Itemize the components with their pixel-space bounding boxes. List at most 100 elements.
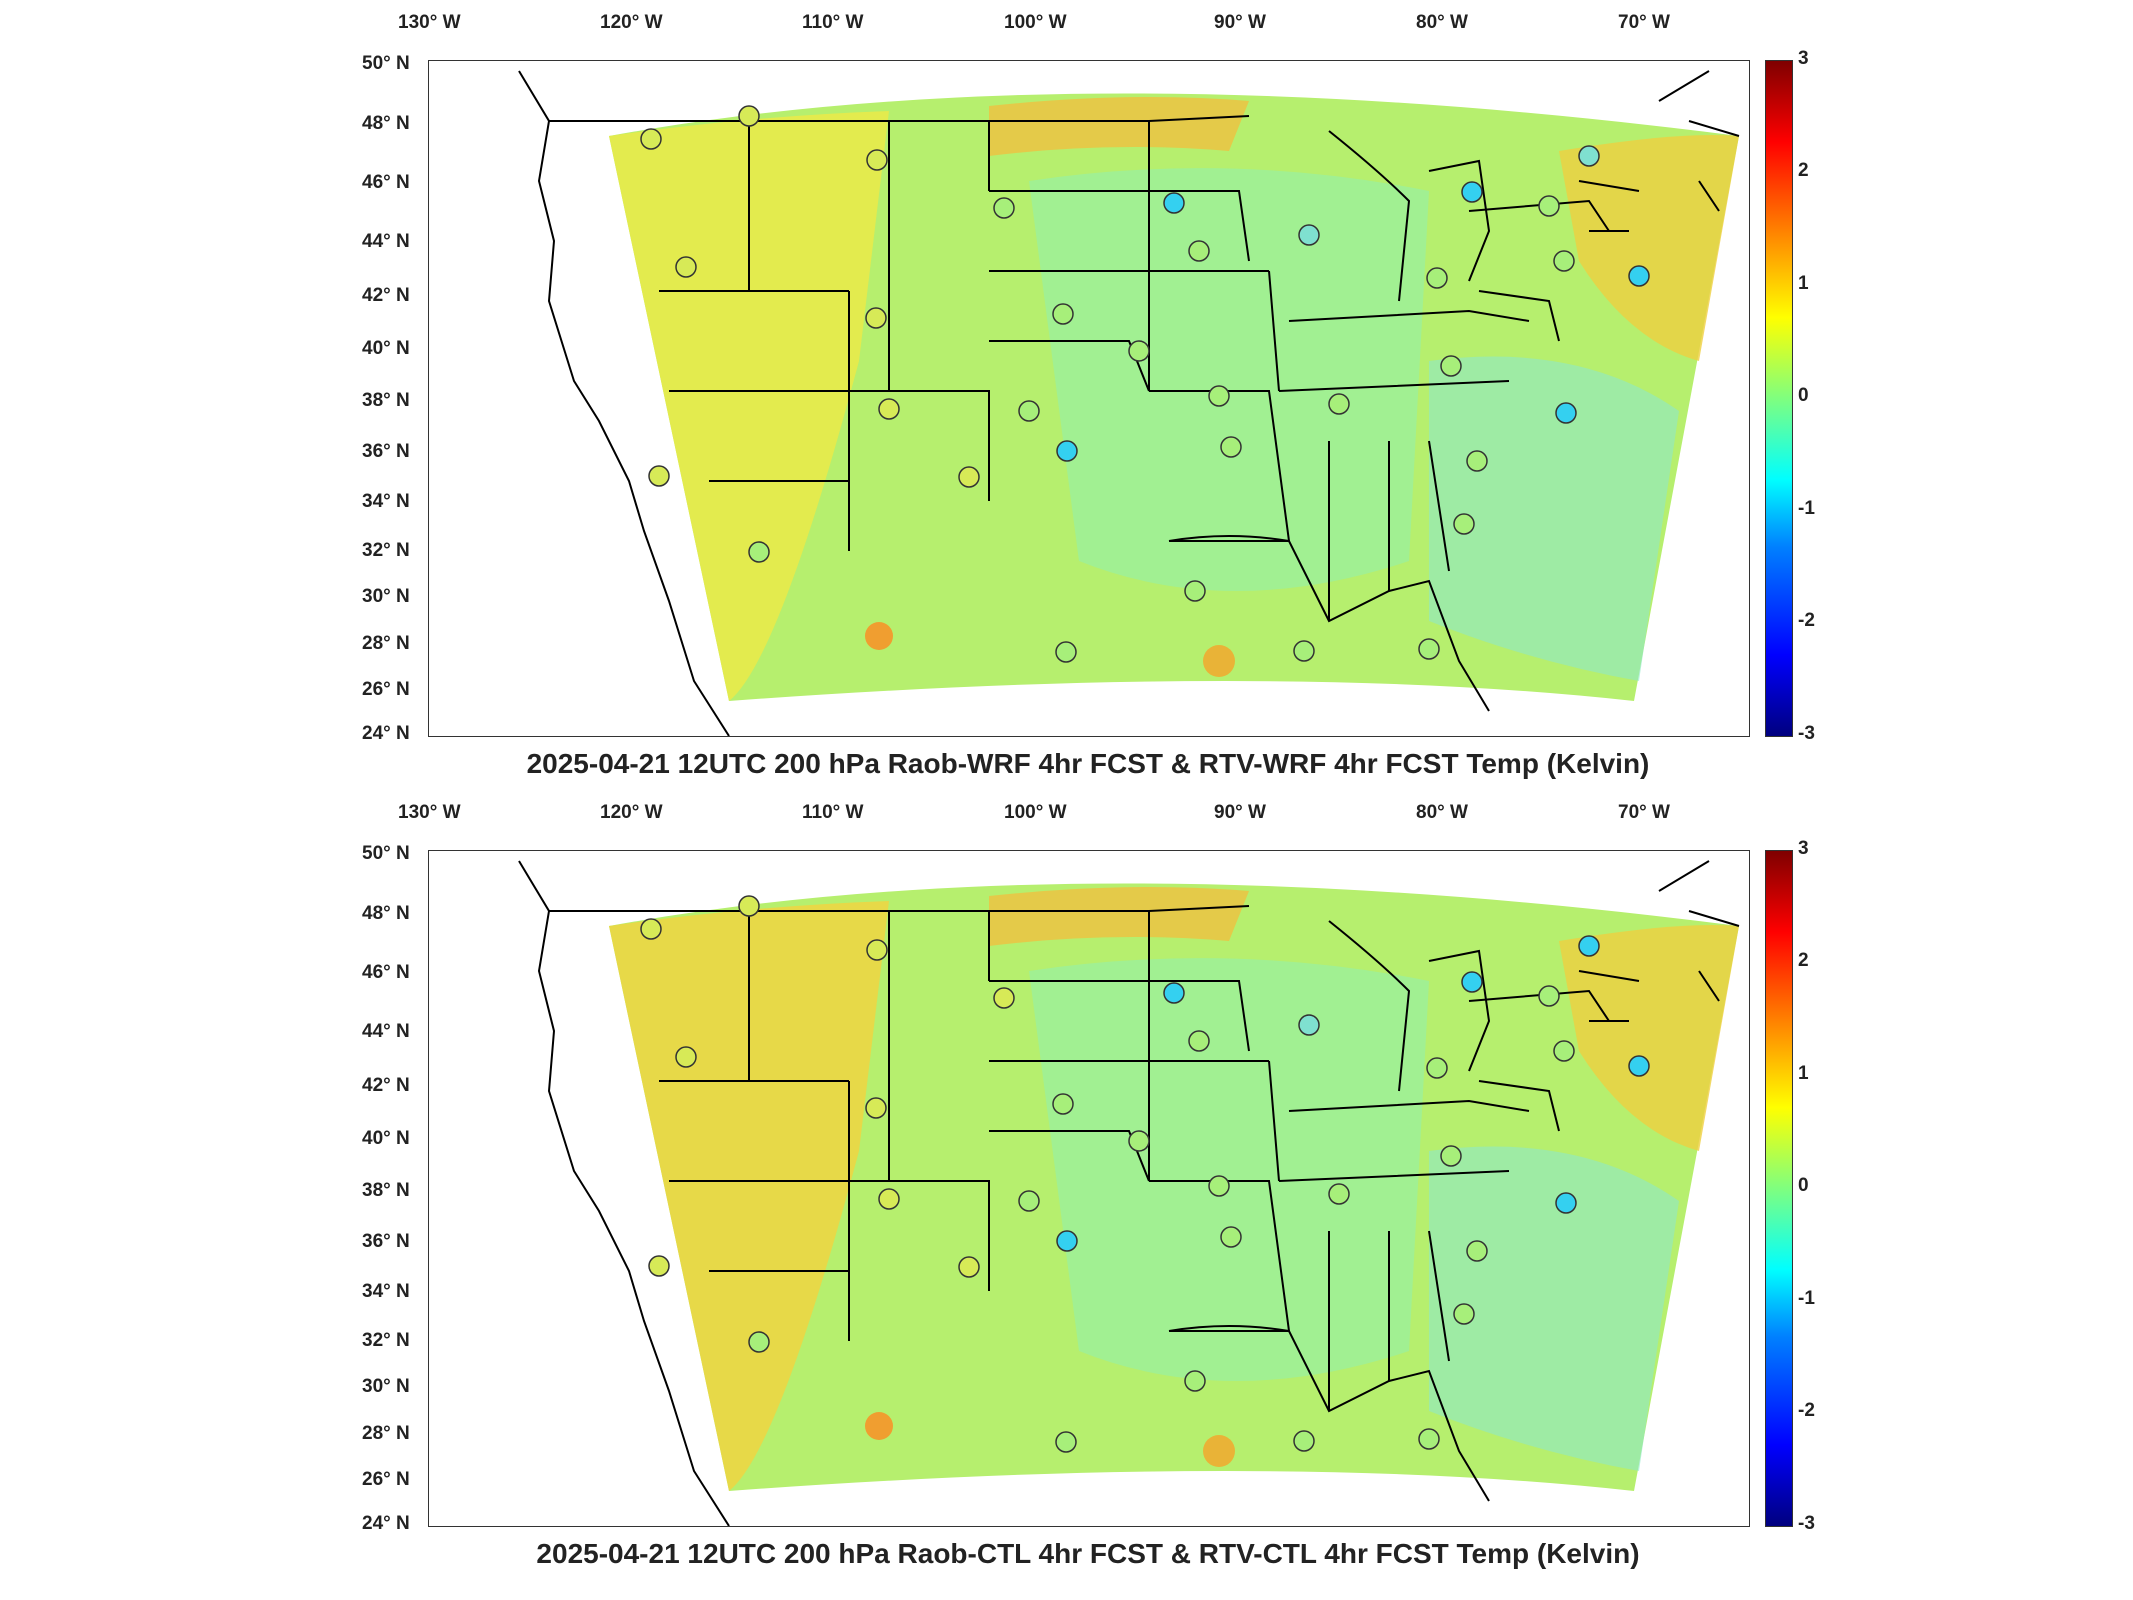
map-title: 2025-04-21 12UTC 200 hPa Raob-CTL 4hr FC… <box>536 1538 1640 1569</box>
colorbar-label: -2 <box>1798 610 1815 631</box>
raob-station-marker <box>878 398 900 420</box>
colorbar-label: 0 <box>1798 385 1809 406</box>
state-boundaries <box>518 860 1740 1526</box>
lat-label: 48° N <box>362 903 410 924</box>
raob-station-marker <box>748 541 770 563</box>
lon-label: 110° W <box>802 802 864 823</box>
raob-stations <box>640 895 1650 1453</box>
raob-station-marker <box>866 939 888 961</box>
lat-label: 38° N <box>362 390 410 411</box>
raob-station-marker <box>1055 641 1077 663</box>
midwest-states <box>1149 190 1291 542</box>
great-lakes <box>1328 920 1491 1092</box>
raob-station-marker <box>648 1255 670 1277</box>
plains-states <box>988 121 1150 501</box>
colorbar-label: 2 <box>1798 950 1809 971</box>
lat-label: 34° N <box>362 1281 410 1302</box>
lon-label: 70° W <box>1618 12 1670 33</box>
warm-anomaly-northeast <box>1559 135 1739 361</box>
raob-station-marker <box>1056 440 1078 462</box>
lat-label: 50° N <box>362 53 410 74</box>
colorbar-label: 1 <box>1798 1063 1809 1084</box>
lon-label: 90° W <box>1214 802 1266 823</box>
raob-station-marker <box>1426 1057 1448 1079</box>
raob-station-marker <box>865 307 887 329</box>
warm-spot <box>865 622 893 650</box>
southeast-states <box>1278 309 1530 621</box>
southeast-states <box>1278 1099 1530 1411</box>
map-title: 2025-04-21 12UTC 200 hPa Raob-WRF 4hr FC… <box>526 748 1650 779</box>
colorbar-label: 3 <box>1798 838 1809 859</box>
raob-station-marker <box>640 918 662 940</box>
gulf-coastline <box>1168 1325 1490 1502</box>
great-lakes <box>1328 130 1491 302</box>
lat-label: 36° N <box>362 1231 410 1252</box>
raob-station-marker <box>1208 385 1230 407</box>
map-panel-raob-ctl: 130° W 120° W 110° W 100° W 90° W 80° W … <box>0 790 2133 1600</box>
map-area <box>428 850 1750 1527</box>
lon-label: 90° W <box>1214 12 1266 33</box>
raob-station-marker <box>1440 355 1462 377</box>
raob-station-marker <box>1628 1055 1650 1077</box>
longitude-axis-labels: 130° W 120° W 110° W 100° W 90° W 80° W … <box>398 12 1748 42</box>
raob-station-marker <box>1553 250 1575 272</box>
colorbar-label: -3 <box>1798 723 1815 744</box>
lat-label: 24° N <box>362 1513 410 1534</box>
raob-station-marker <box>1298 1014 1320 1036</box>
lat-label: 28° N <box>362 1423 410 1444</box>
warm-spot <box>1203 645 1235 677</box>
lat-label: 34° N <box>362 491 410 512</box>
lat-label: 42° N <box>362 285 410 306</box>
raob-stations <box>640 105 1650 663</box>
gulf-coastline <box>1168 535 1490 712</box>
warm-anomaly-northeast <box>1559 925 1739 1151</box>
lon-label: 120° W <box>600 12 663 33</box>
raob-station-marker <box>1466 1240 1488 1262</box>
map-area <box>428 60 1750 737</box>
raob-station-marker <box>1538 195 1560 217</box>
west-coastline <box>518 860 730 1526</box>
warm-anomaly-west <box>609 901 889 1491</box>
lat-label: 46° N <box>362 172 410 193</box>
raob-station-marker <box>1466 450 1488 472</box>
plains-states <box>988 911 1150 1291</box>
lat-label: 44° N <box>362 231 410 252</box>
raob-station-marker <box>1220 1226 1242 1248</box>
raob-station-marker <box>1453 1303 1475 1325</box>
raob-station-marker <box>1018 1190 1040 1212</box>
raob-station-marker <box>1293 640 1315 662</box>
raob-station-marker <box>1553 1040 1575 1062</box>
latitude-axis-labels: 50° N 48° N 46° N 44° N 42° N 40° N 38° … <box>330 835 425 1535</box>
colorbar-label: -1 <box>1798 1288 1815 1309</box>
colorbar-label: -2 <box>1798 1400 1815 1421</box>
raob-station-marker <box>865 1097 887 1119</box>
northeast-states <box>1468 180 1640 342</box>
western-states <box>659 121 990 551</box>
raob-station-marker <box>993 987 1015 1009</box>
raob-station-marker <box>1128 1130 1150 1152</box>
colorbar-labels: 3 2 1 0 -1 -2 -3 <box>1798 48 1838 744</box>
raob-station-marker <box>1163 192 1185 214</box>
raob-station-marker <box>866 149 888 171</box>
raob-station-marker <box>1056 1230 1078 1252</box>
raob-station-marker <box>1578 145 1600 167</box>
lat-label: 26° N <box>362 1469 410 1490</box>
raob-station-marker <box>738 895 760 917</box>
colorbar <box>1765 850 1793 1527</box>
raob-station-marker <box>1426 267 1448 289</box>
raob-station-marker <box>958 466 980 488</box>
raob-station-marker <box>1440 1145 1462 1167</box>
lon-label: 120° W <box>600 802 663 823</box>
raob-station-marker <box>738 105 760 127</box>
northern-border <box>549 115 1250 122</box>
raob-station-marker <box>648 465 670 487</box>
raob-station-marker <box>1453 513 1475 535</box>
raob-station-marker <box>675 256 697 278</box>
raob-station-marker <box>675 1046 697 1068</box>
colorbar-label: -3 <box>1798 1513 1815 1534</box>
lat-label: 44° N <box>362 1021 410 1042</box>
raob-station-marker <box>1628 265 1650 287</box>
raob-station-marker <box>1555 402 1577 424</box>
lon-label: 110° W <box>802 12 864 33</box>
raob-station-marker <box>1293 1430 1315 1452</box>
